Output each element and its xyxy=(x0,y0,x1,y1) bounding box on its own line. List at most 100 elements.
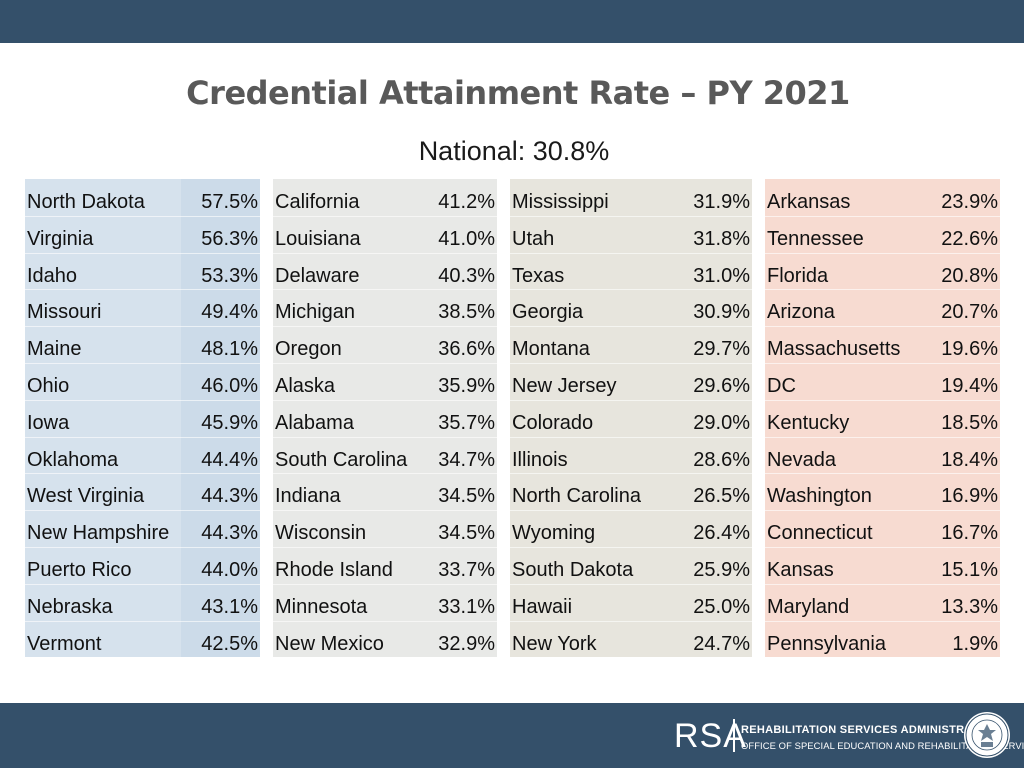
rate-column-3: Mississippi 31.9% Utah 31.8% Texas 31.0% Georg… xyxy=(510,179,752,657)
row-divider xyxy=(273,547,497,548)
attainment-rate: 56.3% xyxy=(201,227,258,250)
attainment-rate: 49.4% xyxy=(201,301,258,324)
attainment-rate: 15.1% xyxy=(941,559,998,581)
state-name: Rhode Island xyxy=(275,559,393,581)
attainment-rate: 34.5% xyxy=(438,522,495,545)
attainment-rate: 28.6% xyxy=(693,448,750,471)
table-row: Minnesota 33.1% xyxy=(273,584,497,621)
row-divider xyxy=(25,583,260,585)
attainment-rate: 22.6% xyxy=(941,227,998,250)
row-divider xyxy=(25,473,260,475)
table-row: Rhode Island 33.7% xyxy=(273,547,497,584)
table-row: Washington 16.9% xyxy=(765,473,1000,510)
attainment-rate: 48.1% xyxy=(201,338,258,361)
table-row: DC 19.4% xyxy=(765,363,1000,400)
state-name: Kentucky xyxy=(767,411,850,434)
table-row: North Carolina 26.5% xyxy=(510,473,752,510)
table-row: Mississippi 31.9% xyxy=(510,179,752,216)
row-divider xyxy=(25,252,260,254)
table-row: Vermont 42.5% xyxy=(25,621,260,658)
state-name: Nebraska xyxy=(27,595,113,618)
table-row: Massachusetts 19.6% xyxy=(765,326,1000,363)
table-row: South Carolina 34.7% xyxy=(273,437,497,474)
row-divider xyxy=(273,583,497,585)
table-row: Tennessee 22.6% xyxy=(765,216,1000,253)
state-name: Oklahoma xyxy=(27,448,119,471)
table-row: Michigan 38.5% xyxy=(273,289,497,326)
row-divider xyxy=(273,473,497,475)
row-divider xyxy=(273,252,497,254)
row-divider xyxy=(510,436,752,438)
attainment-rate: 26.4% xyxy=(693,522,750,545)
attainment-rate: 29.6% xyxy=(693,375,750,397)
row-divider xyxy=(273,510,497,512)
state-name: Florida xyxy=(767,264,829,287)
state-name: Nevada xyxy=(767,448,836,471)
row-divider xyxy=(510,510,752,512)
state-name: Iowa xyxy=(27,411,70,434)
attainment-rate: 20.8% xyxy=(941,264,998,287)
table-row: Arizona 20.7% xyxy=(765,289,1000,326)
row-divider xyxy=(25,620,260,622)
row-divider xyxy=(765,289,1000,291)
table-row: Puerto Rico 44.0% xyxy=(25,547,260,584)
state-name: Montana xyxy=(512,338,590,361)
state-name: Delaware xyxy=(275,264,360,287)
row-divider xyxy=(25,399,260,401)
row-divider xyxy=(25,436,260,438)
state-name: West Virginia xyxy=(27,485,145,508)
attainment-rate: 29.7% xyxy=(693,338,750,361)
rate-column-1: North Dakota 57.5% Virginia 56.3% Idaho 53.3%… xyxy=(25,179,260,657)
table-row: New Mexico 32.9% xyxy=(273,621,497,658)
row-divider xyxy=(273,326,497,328)
attainment-rate: 33.7% xyxy=(438,559,495,581)
table-row: Connecticut 16.7% xyxy=(765,510,1000,547)
attainment-rate: 57.5% xyxy=(201,191,258,213)
row-divider xyxy=(765,473,1000,475)
attainment-rate: 42.5% xyxy=(201,632,258,655)
row-divider xyxy=(273,289,497,291)
table-row: Georgia 30.9% xyxy=(510,289,752,326)
state-name: Massachusetts xyxy=(767,338,901,361)
state-name: North Carolina xyxy=(512,485,641,508)
state-name: South Dakota xyxy=(512,559,634,581)
state-name: Tennessee xyxy=(767,227,864,250)
row-divider xyxy=(25,510,260,512)
row-divider xyxy=(765,583,1000,585)
column-background xyxy=(510,179,752,657)
attainment-rate: 36.6% xyxy=(438,338,495,361)
state-name: California xyxy=(275,191,360,213)
row-divider xyxy=(765,363,1000,364)
attainment-rate: 45.9% xyxy=(201,411,258,434)
attainment-rate: 41.0% xyxy=(438,227,495,250)
table-row: Missouri 49.4% xyxy=(25,289,260,326)
table-row: Nevada 18.4% xyxy=(765,437,1000,474)
state-name: Georgia xyxy=(512,301,584,324)
page-title: Credential Attainment Rate – PY 2021 xyxy=(186,74,850,112)
table-row: West Virginia 44.3% xyxy=(25,473,260,510)
attainment-rate: 31.9% xyxy=(693,191,750,213)
attainment-rate: 1.9% xyxy=(952,632,998,655)
state-name: Illinois xyxy=(512,448,568,471)
row-divider xyxy=(765,399,1000,401)
row-divider xyxy=(765,547,1000,548)
state-name: Colorado xyxy=(512,411,594,434)
table-row: Wyoming 26.4% xyxy=(510,510,752,547)
table-row: Kentucky 18.5% xyxy=(765,400,1000,437)
state-name: New Hampshire xyxy=(27,522,170,545)
table-row: Oregon 36.6% xyxy=(273,326,497,363)
attainment-rate: 25.0% xyxy=(693,595,750,618)
row-divider xyxy=(510,363,752,364)
attainment-rate: 44.3% xyxy=(201,485,258,508)
table-row: New Jersey 29.6% xyxy=(510,363,752,400)
row-divider xyxy=(273,215,497,217)
state-name: Washington xyxy=(767,485,872,508)
attainment-rate: 38.5% xyxy=(438,301,495,324)
table-row: Nebraska 43.1% xyxy=(25,584,260,621)
table-row: Delaware 40.3% xyxy=(273,253,497,290)
attainment-rate: 35.9% xyxy=(438,375,495,397)
state-name: Oregon xyxy=(275,338,342,361)
column-background xyxy=(273,179,497,657)
state-name: South Carolina xyxy=(275,448,408,471)
national-rate: National: 30.8% xyxy=(418,136,610,166)
